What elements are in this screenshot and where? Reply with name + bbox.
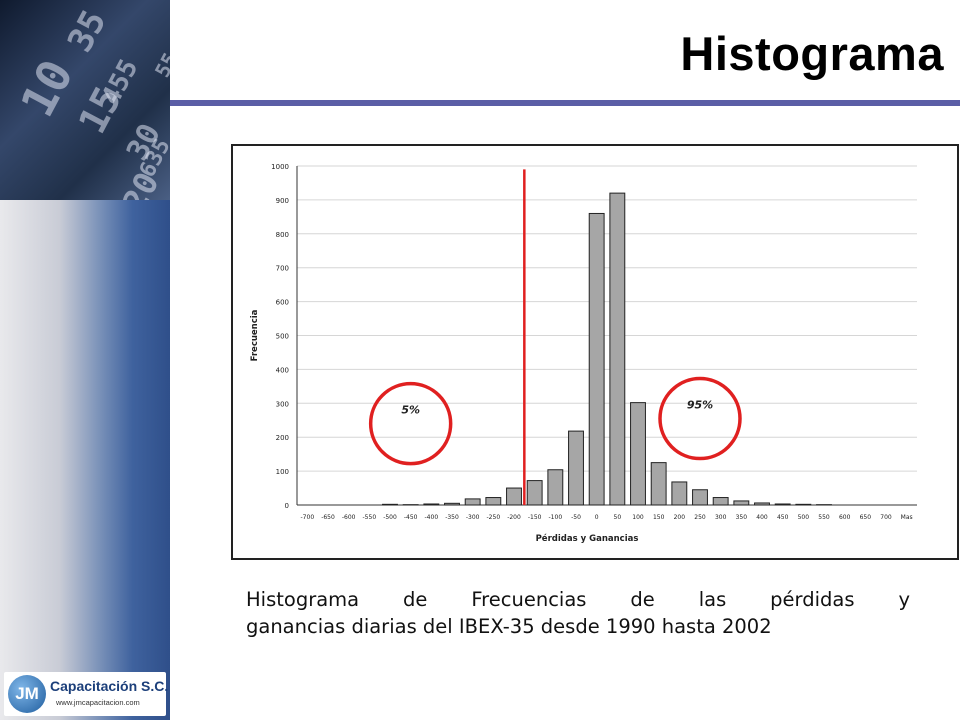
annotation-label: 95%: [687, 399, 713, 412]
x-tick-label: 650: [860, 514, 872, 521]
x-tick-label: -150: [528, 514, 542, 521]
x-tick-label: -300: [466, 514, 480, 521]
company-logo: JM Capacitación S.C. www.jmcapacitacion.…: [4, 672, 169, 716]
logo-badge: JM: [8, 675, 46, 713]
logo-company-name: Capacitación S.C.: [50, 678, 169, 694]
page-title: Histograma: [680, 27, 944, 80]
x-tick-label: 500: [798, 514, 810, 521]
histogram-bar: [382, 503, 398, 506]
histogram-bar: [506, 487, 522, 506]
y-tick-label: 100: [276, 468, 289, 476]
histogram-bar: [464, 498, 481, 506]
x-tick-label: -450: [404, 514, 418, 521]
histogram-bar: [588, 212, 605, 506]
histogram-bar: [774, 503, 791, 506]
y-tick-label: 200: [276, 434, 289, 442]
histogram-bar: [609, 192, 626, 506]
histogram-bar: [712, 497, 729, 506]
x-tick-label: 600: [839, 514, 851, 521]
x-tick-label: -550: [363, 514, 377, 521]
histogram-bar: [795, 503, 812, 506]
photo-number: 55: [150, 48, 170, 82]
y-axis-title: Frecuencia: [250, 309, 260, 361]
histogram-bar: [444, 502, 460, 506]
histogram-bar: [733, 500, 750, 506]
x-tick-label: -50: [571, 514, 581, 521]
histogram-bar: [650, 462, 667, 506]
logo-url: www.jmcapacitacion.com: [56, 698, 140, 707]
y-tick-label: 900: [276, 197, 289, 205]
annotation-label: 5%: [401, 404, 420, 417]
y-tick-label: 300: [276, 400, 289, 408]
x-tick-label: Mas: [901, 514, 913, 521]
histogram-bar: [568, 430, 584, 506]
y-tick-label: 700: [276, 265, 289, 273]
caption-line-2: ganancias diarias del IBEX-35 desde 1990…: [246, 615, 772, 638]
histogram-bar: [423, 503, 440, 506]
histogram-bar: [754, 502, 770, 506]
x-tick-label: -700: [301, 514, 315, 521]
y-tick-label: 500: [276, 333, 289, 341]
y-tick-label: 1000: [271, 163, 289, 171]
sidebar-stock-numbers-photo: 10 35 15 455 30 20 635 55: [0, 0, 170, 200]
x-tick-label: -200: [507, 514, 521, 521]
histogram-bar: [671, 481, 688, 506]
histogram-chart-frame: 0 100 200 300 400 500 600 700 800 900 1000 -700 -650…: [231, 144, 959, 560]
x-tick-label: 0: [595, 514, 599, 521]
x-tick-label: 100: [632, 514, 644, 521]
histogram-bar: [485, 497, 502, 506]
x-tick-label: -100: [549, 514, 563, 521]
histogram-bar: [692, 489, 708, 506]
x-tick-label: -350: [445, 514, 459, 521]
x-tick-label: 550: [818, 514, 830, 521]
x-tick-label: -250: [487, 514, 501, 521]
x-tick-label: -600: [342, 514, 356, 521]
x-tick-label: 400: [756, 514, 768, 521]
caption-line-1: Histograma de Frecuencias de las pérdida…: [246, 588, 910, 611]
y-tick-label: 400: [276, 366, 289, 374]
x-tick-label: 250: [694, 514, 706, 521]
photo-number: 35: [60, 3, 115, 59]
chart-caption: Histograma de Frecuencias de las pérdida…: [246, 586, 910, 640]
annotation-circle: [368, 381, 453, 466]
annotation-circle: [658, 376, 742, 461]
x-tick-label: 200: [674, 514, 686, 521]
histogram-bar: [630, 402, 646, 506]
histogram-bar: [547, 469, 564, 506]
x-tick-label: 450: [777, 514, 789, 521]
histogram-bar: [526, 480, 543, 506]
x-tick-label: 350: [736, 514, 748, 521]
y-tick-label: 0: [285, 502, 289, 510]
x-tick-label: 50: [614, 514, 622, 521]
title-underline: [170, 100, 960, 106]
x-axis-title: Pérdidas y Ganancias: [536, 533, 639, 544]
x-tick-label: -500: [383, 514, 397, 521]
y-tick-label: 600: [276, 299, 289, 307]
x-tick-label: -400: [425, 514, 439, 521]
x-tick-label: 700: [880, 514, 892, 521]
sidebar-band: 10 35 15 455 30 20 635 55: [0, 0, 170, 720]
y-tick-label: 800: [276, 231, 289, 239]
x-tick-label: 300: [715, 514, 727, 521]
x-tick-label: 150: [653, 514, 665, 521]
x-tick-label: -650: [321, 514, 335, 521]
